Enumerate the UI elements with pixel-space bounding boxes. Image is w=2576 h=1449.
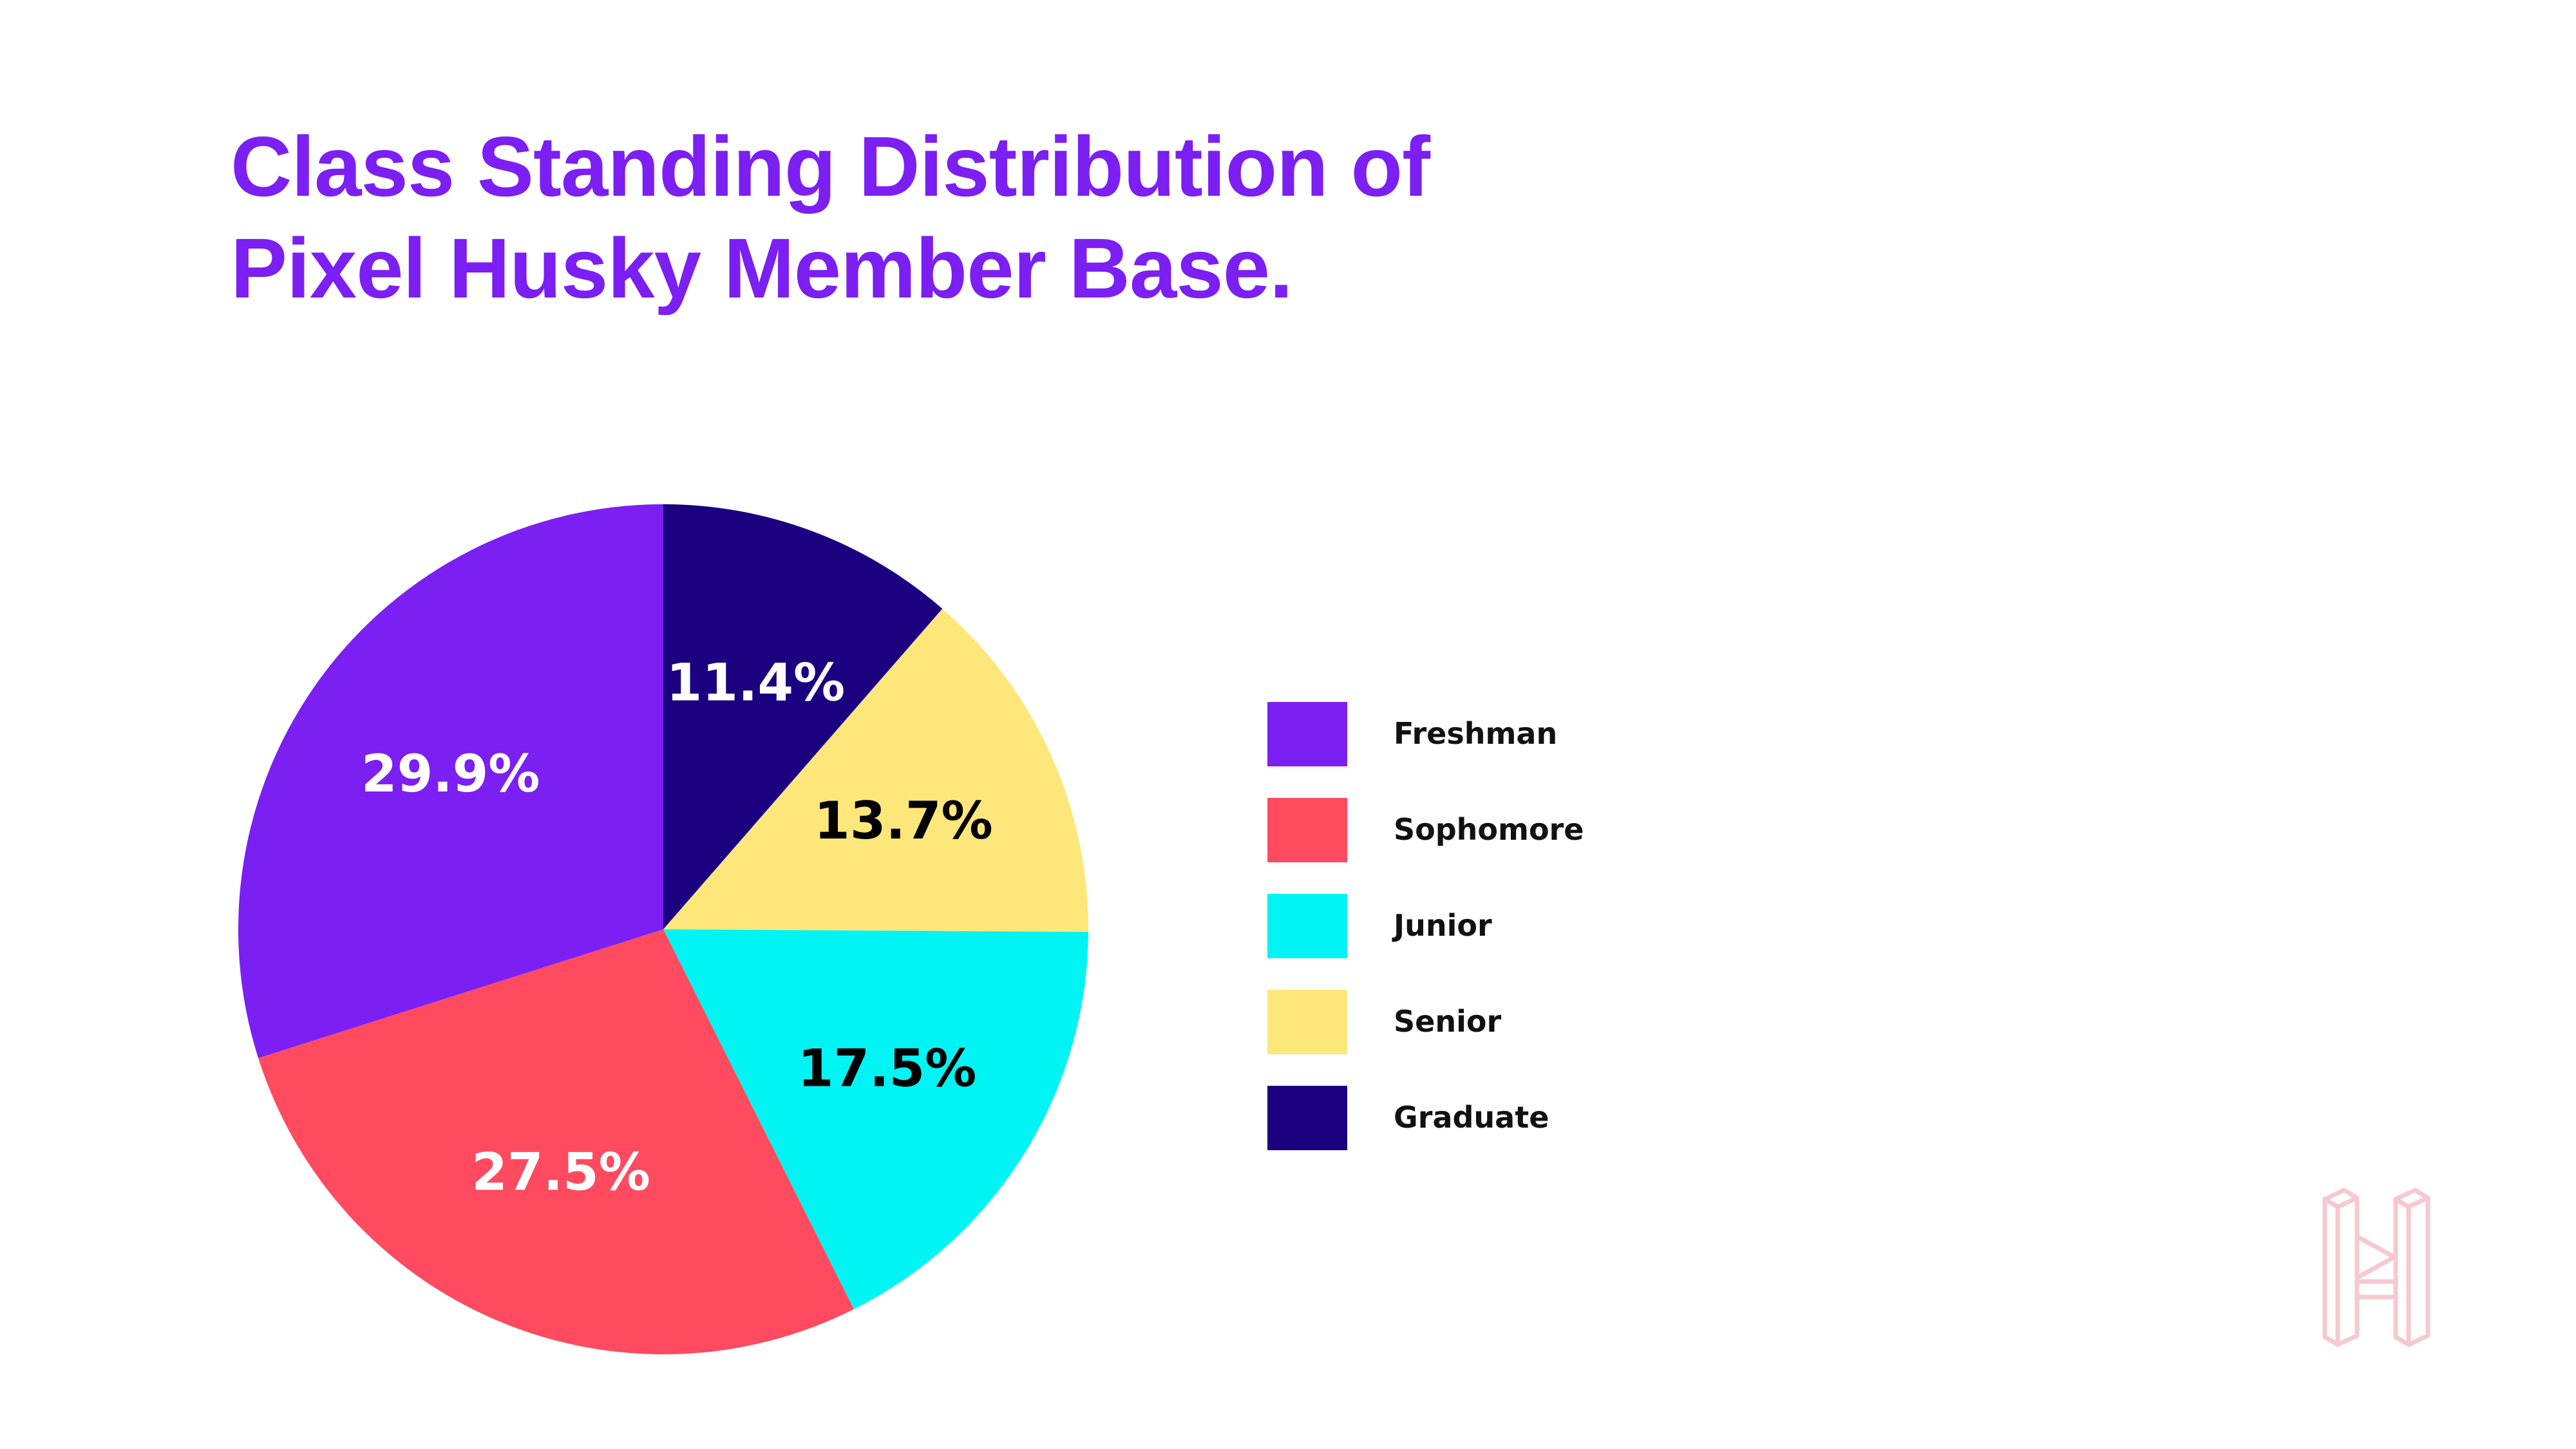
pie-label-senior: 13.7% bbox=[814, 791, 993, 851]
pie-slice-freshman bbox=[238, 504, 663, 1059]
legend-swatch-sophomore bbox=[1267, 798, 1347, 862]
legend-label-freshman: Freshman bbox=[1394, 716, 1558, 751]
legend-label-graduate: Graduate bbox=[1394, 1100, 1549, 1135]
legend-swatch-junior bbox=[1267, 894, 1347, 958]
pie-slice-senior bbox=[663, 609, 1088, 933]
pie-slices bbox=[238, 504, 1088, 1355]
pixel-husky-logo-icon bbox=[2322, 1188, 2430, 1347]
pie-slice-junior bbox=[663, 929, 1088, 1309]
legend-swatch-graduate bbox=[1267, 1086, 1347, 1150]
legend-label-senior: Senior bbox=[1394, 1004, 1502, 1039]
pie-label-sophomore: 27.5% bbox=[471, 1142, 650, 1202]
legend-label-junior: Junior bbox=[1394, 908, 1492, 943]
legend-swatch-senior bbox=[1267, 990, 1347, 1054]
pie-label-freshman: 29.9% bbox=[361, 744, 540, 804]
title-line-2: Pixel Husky Member Base. bbox=[231, 221, 1293, 316]
pie-slice-sophomore bbox=[258, 929, 854, 1355]
title-line-1: Class Standing Distribution of bbox=[231, 119, 1430, 214]
legend-swatch-freshman bbox=[1267, 702, 1347, 766]
pie-slice-labels: 11.4% 13.7% 17.5% 27.5% 29.9% bbox=[361, 652, 993, 1202]
pie-slice-graduate bbox=[663, 504, 943, 929]
pie-label-graduate: 11.4% bbox=[667, 652, 846, 712]
pie-label-junior: 17.5% bbox=[798, 1038, 977, 1098]
legend-label-sophomore: Sophomore bbox=[1394, 812, 1584, 847]
page-title: Class Standing Distribution of Pixel Hus… bbox=[231, 116, 1776, 319]
